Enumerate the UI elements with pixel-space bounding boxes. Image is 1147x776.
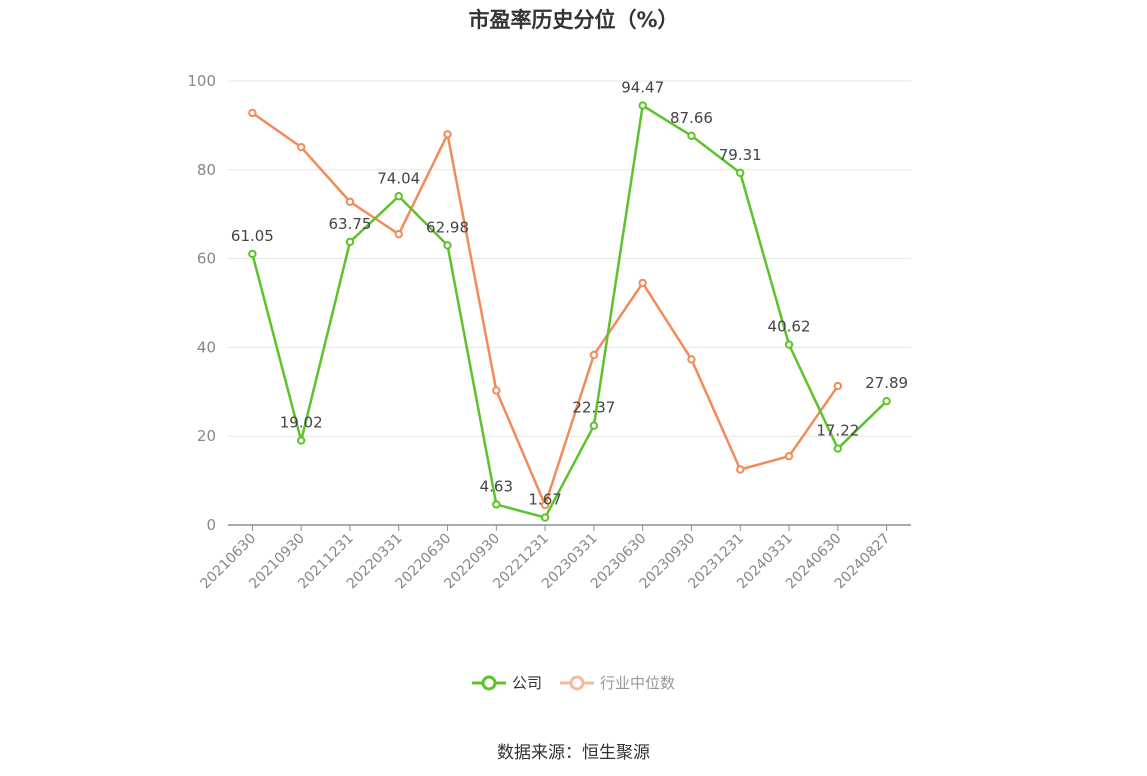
data-point	[394, 192, 403, 201]
data-label: 87.66	[670, 109, 713, 127]
data-point	[492, 500, 501, 509]
data-label: 1.67	[528, 491, 561, 509]
data-point	[833, 444, 843, 453]
data-point	[296, 436, 306, 445]
chart-title: 市盈率历史分位（%）	[468, 8, 679, 32]
data-point	[736, 465, 745, 474]
data-point	[833, 381, 843, 391]
data-point	[492, 386, 501, 395]
y-tick-label: 80	[197, 161, 216, 179]
legend-label-industry: 行业中位数	[600, 674, 676, 692]
data-point	[296, 142, 306, 152]
data-point	[540, 513, 550, 522]
data-point	[443, 130, 452, 139]
data-source: 数据来源：恒生聚源	[497, 743, 650, 763]
data-label: 27.89	[865, 374, 908, 392]
y-tick-label: 40	[197, 338, 216, 356]
data-point	[394, 229, 403, 239]
data-label: 94.47	[621, 79, 664, 97]
data-label: 61.05	[231, 227, 274, 245]
legend-item-industry[interactable]: 行业中位数	[560, 672, 675, 693]
y-tick-label: 100	[187, 72, 216, 90]
data-point	[443, 241, 452, 250]
data-label: 79.31	[719, 146, 762, 164]
data-point	[589, 350, 599, 360]
data-point	[345, 237, 355, 247]
series-line	[251, 111, 839, 507]
data-point	[784, 451, 794, 461]
data-point	[687, 355, 696, 364]
data-label: 4.63	[480, 477, 513, 495]
data-point	[345, 197, 355, 206]
data-point	[882, 396, 891, 406]
data-point	[736, 168, 745, 178]
data-point	[248, 249, 257, 259]
y-tick-label: 60	[197, 250, 216, 268]
y-tick-label: 0	[206, 516, 216, 534]
legend-label-company: 公司	[511, 674, 542, 692]
data-point	[687, 131, 696, 140]
data-label: 40.62	[768, 318, 811, 336]
data-point	[638, 101, 647, 110]
series-line	[251, 104, 888, 519]
legend: 公司 行业中位数	[0, 672, 1147, 693]
data-label: 17.22	[816, 422, 859, 440]
data-point	[589, 421, 599, 430]
data-label: 19.02	[280, 414, 323, 432]
data-label: 62.98	[426, 218, 469, 236]
data-point	[540, 500, 550, 510]
legend-item-company[interactable]: 公司	[471, 672, 542, 693]
y-tick-label: 20	[197, 427, 216, 445]
legend-marker-company-icon	[471, 675, 506, 690]
data-point	[638, 278, 647, 288]
data-point	[248, 108, 257, 118]
data-point	[784, 340, 794, 349]
data-label: 74.04	[377, 169, 420, 187]
legend-marker-industry-icon	[560, 675, 594, 690]
data-label: 22.37	[572, 399, 615, 417]
data-label: 63.75	[328, 215, 371, 233]
